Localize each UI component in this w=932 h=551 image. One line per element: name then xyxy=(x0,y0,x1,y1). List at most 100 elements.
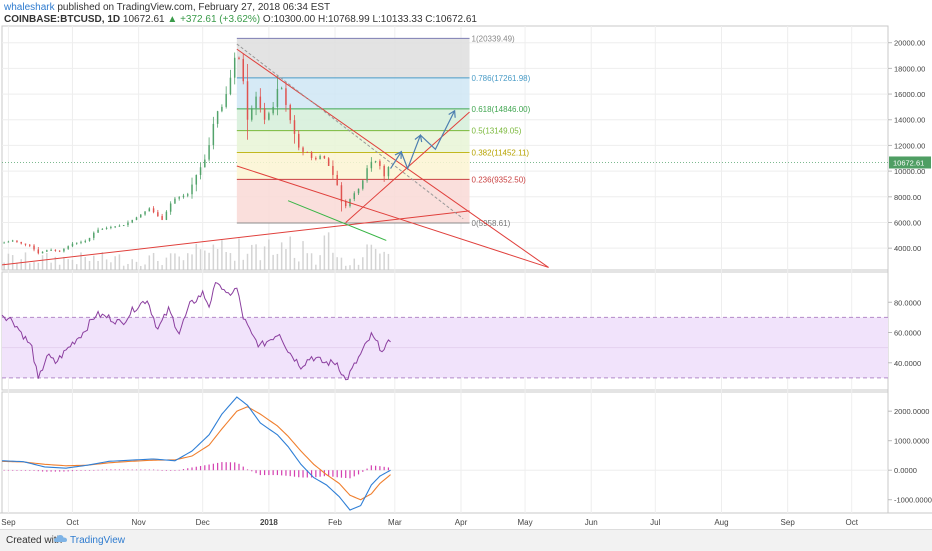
publisher-name[interactable]: whaleshark xyxy=(4,2,55,13)
macd-histogram-bar xyxy=(370,465,372,471)
macd-histogram-bar xyxy=(144,469,146,471)
volume-bar xyxy=(110,262,112,270)
macd-histogram-bar xyxy=(114,469,116,471)
macd-histogram-bar xyxy=(84,470,86,471)
footer-bar: Created with TradingView xyxy=(0,529,932,551)
fib-zone xyxy=(236,77,470,109)
symbol-price: 10672.61 xyxy=(122,14,165,25)
macd-histogram-bar xyxy=(191,467,193,471)
macd-histogram-bar xyxy=(37,470,39,472)
volume-layer xyxy=(3,232,390,270)
trading-chart[interactable]: 1(20339.49) 0.786(17261.98) 0.618(14846.00… xyxy=(0,0,932,529)
candle-body xyxy=(80,241,82,243)
macd-histogram-bar xyxy=(46,470,48,472)
volume-bar xyxy=(298,261,300,270)
volume-bar xyxy=(374,248,377,270)
volume-bar xyxy=(157,260,159,270)
volume-bar xyxy=(259,260,262,270)
macd-histogram-bar xyxy=(178,469,180,471)
candle-body xyxy=(221,106,223,112)
candle-body xyxy=(101,228,104,230)
candle-body xyxy=(255,96,257,109)
macd-histogram-bar xyxy=(148,469,150,471)
candle-body xyxy=(310,152,313,158)
candle-body xyxy=(174,198,176,204)
price-tick-label: 12000.00 xyxy=(894,141,925,150)
time-label: Oct xyxy=(66,518,79,527)
candle-body xyxy=(208,145,210,160)
macd-histogram-bar xyxy=(50,470,52,472)
volume-bar xyxy=(216,248,219,270)
price-tick-label: 20000.00 xyxy=(894,39,925,48)
candle-body xyxy=(71,243,74,247)
candle-body xyxy=(374,161,377,163)
volume-bar xyxy=(332,252,334,270)
volume-bar xyxy=(118,254,121,270)
macd-histogram-bar xyxy=(33,470,35,471)
volume-bar xyxy=(122,265,125,270)
candle-body xyxy=(178,197,180,199)
tradingview-brand[interactable]: TradingView xyxy=(70,535,126,546)
macd-histogram-bar xyxy=(375,465,377,471)
macd-histogram-bar xyxy=(357,470,360,475)
candle-body xyxy=(199,167,202,175)
volume-bar xyxy=(242,259,244,270)
time-label: Jul xyxy=(650,518,660,527)
macd-histogram-bar xyxy=(336,470,338,478)
time-label: Aug xyxy=(714,518,728,527)
candle-body xyxy=(357,188,360,194)
candle-body xyxy=(41,251,44,254)
candle-body xyxy=(276,88,279,107)
candle-body xyxy=(157,212,159,217)
macd-histogram-bar xyxy=(353,470,355,477)
candle-body xyxy=(11,240,14,242)
candle-body xyxy=(140,214,142,218)
candle-body xyxy=(306,151,309,153)
macd-histogram-bar xyxy=(362,470,364,472)
macd-histogram-bar xyxy=(54,470,56,472)
candle-body xyxy=(315,157,317,160)
last-price-badge xyxy=(889,156,931,169)
volume-bar xyxy=(357,264,360,270)
volume-bar xyxy=(302,241,304,270)
candle-body xyxy=(289,104,291,121)
candle-body xyxy=(97,229,99,233)
candle-body xyxy=(323,156,326,159)
volume-bar xyxy=(101,252,104,270)
fib-zone xyxy=(236,130,470,153)
candle-body xyxy=(118,225,121,227)
macd-tick-label: 2000.0000 xyxy=(894,407,929,416)
candle-body xyxy=(127,222,129,226)
volume-bar xyxy=(276,253,279,270)
fib-zone xyxy=(236,108,470,131)
volume-bar xyxy=(319,255,321,270)
macd-histogram-bar xyxy=(383,466,385,471)
macd-histogram-bar xyxy=(268,470,270,476)
fib-zone xyxy=(236,38,470,78)
candle-body xyxy=(366,168,368,181)
macd-histogram-bar xyxy=(319,470,321,477)
volume-bar xyxy=(370,244,373,270)
volume-bar xyxy=(144,264,146,270)
macd-histogram-bar xyxy=(110,469,112,471)
candle-body xyxy=(344,201,347,207)
symbol-name[interactable]: COINBASE:BTCUSD, 1D xyxy=(4,14,121,25)
volume-bar xyxy=(169,253,172,270)
macd-histogram-bar xyxy=(242,466,244,471)
fib-level-label: 0.786(17261.98) xyxy=(472,74,531,83)
volume-bar xyxy=(161,265,163,270)
volume-bar xyxy=(353,258,356,270)
volume-bar xyxy=(105,259,108,270)
macd-histogram-bar xyxy=(387,467,390,471)
rsi-line xyxy=(1,281,391,381)
macd-histogram-bar xyxy=(170,470,172,471)
macd-histogram-bar xyxy=(259,470,261,476)
macd-histogram-bar xyxy=(199,465,202,471)
price-tick-label: 4000.00 xyxy=(894,244,921,253)
volume-bar xyxy=(54,256,57,270)
macd-histogram-bar xyxy=(349,470,351,479)
macd-histogram-bar xyxy=(24,470,27,471)
macd-histogram-bar xyxy=(97,469,99,471)
symbol-change: ▲ +372.61 (+3.62%) xyxy=(167,14,261,25)
candle-body xyxy=(161,216,163,220)
